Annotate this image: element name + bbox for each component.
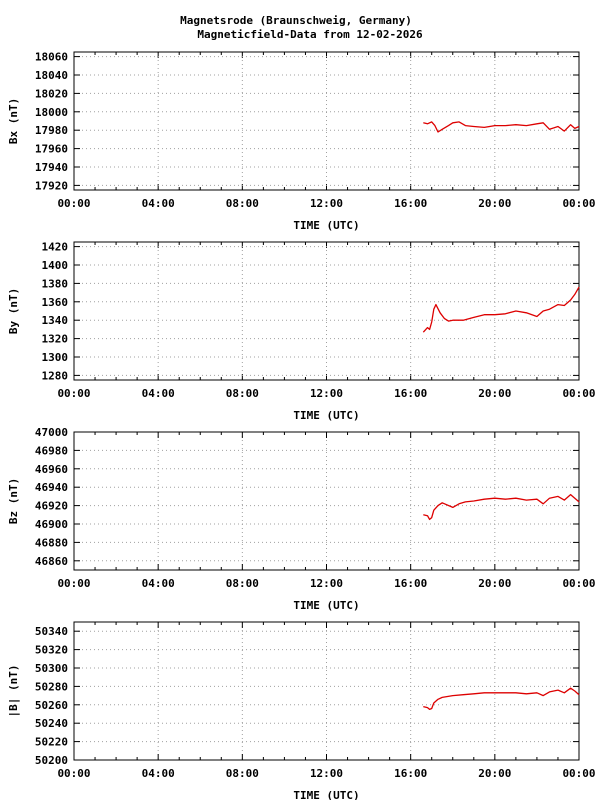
x-tick-label: 16:00 [394,577,427,590]
y-tick-label: 1380 [42,277,69,290]
x-tick-label: 00:00 [562,767,595,780]
panel-4: 00:00 04:00 08:00 12:00 16:00 20:00 00:0050200… [7,621,596,800]
y-tick-label: 50320 [35,644,68,657]
x-axis-label: TIME (UTC) [293,219,359,232]
x-tick-label: 08:00 [226,387,259,400]
y-tick-label: 50340 [35,625,68,638]
x-tick-label: 20:00 [478,197,511,210]
chart-title-line-1: Magnetsrode (Braunschweig, Germany) [180,14,412,27]
x-tick-label: 04:00 [142,387,175,400]
x-tick-label: 08:00 [226,197,259,210]
plot-frame [73,241,580,381]
panel-2: 00:00 04:00 08:00 12:00 16:00 20:00 00:00 1280 1… [7,241,596,422]
plot-frame [73,51,580,191]
y-axis-label: Bx (nT) [7,98,20,144]
series-line [423,121,580,133]
y-tick-label: 46980 [35,444,68,457]
x-tick-label: 00:00 [562,197,595,210]
x-axis-label: TIME (UTC) [293,409,359,422]
x-axis-label: TIME (UTC) [293,599,359,612]
y-tick-label: 46960 [35,463,68,476]
y-tick-label: 50300 [35,662,68,675]
x-tick-label: 04:00 [142,197,175,210]
x-tick-label: 12:00 [310,577,343,590]
y-tick-label: 1340 [42,314,69,327]
x-tick-label: 12:00 [310,387,343,400]
x-tick-label: 00:00 [562,387,595,400]
panel-1: 00:00 04:00 08:00 12:00 16:00 20:00 00:00 17920… [7,51,596,232]
series-line [423,687,580,711]
y-tick-label: 1280 [42,369,69,382]
y-tick-label: 46920 [35,500,68,513]
y-tick-label: 17920 [35,179,68,192]
x-tick-label: 00:00 [57,197,90,210]
x-tick-label: 04:00 [142,577,175,590]
y-tick-label: 46880 [35,536,68,549]
x-tick-label: 00:00 [562,577,595,590]
panel-3: 00:00 04:00 08:00 12:00 16:00 20:00 00:00 46860… [7,426,596,612]
x-tick-label: 16:00 [394,197,427,210]
x-tick-label: 20:00 [478,387,511,400]
y-tick-label: 50240 [35,717,68,730]
y-tick-label: 18000 [35,106,68,119]
y-tick-label: 18020 [35,87,68,100]
plot-frame [73,621,580,761]
x-axis-label: TIME (UTC) [293,789,359,800]
x-tick-label: 12:00 [310,197,343,210]
chart-panels: 00:00 04:00 08:00 12:00 16:00 20:00 00:00 17920… [7,51,596,800]
x-tick-label: 16:00 [394,387,427,400]
y-tick-label: 50280 [35,680,68,693]
x-tick-label: 16:00 [394,767,427,780]
x-tick-label: 08:00 [226,767,259,780]
y-tick-label: 17940 [35,161,68,174]
x-tick-label: 08:00 [226,577,259,590]
y-axis-label: By (nT) [7,288,20,334]
x-tick-label: 12:00 [310,767,343,780]
chart-title-line-2: Magneticfield-Data from 12-02-2026 [197,28,423,41]
y-tick-label: 1360 [42,296,69,309]
y-tick-label: 1400 [42,259,69,272]
x-tick-label: 00:00 [57,387,90,400]
series-line [423,493,580,521]
y-tick-label: 1320 [42,333,69,346]
y-tick-label: 46860 [35,555,68,568]
x-tick-label: 00:00 [57,767,90,780]
y-tick-label: 46940 [35,481,68,494]
x-tick-label: 20:00 [478,767,511,780]
y-tick-label: 50200 [35,754,68,767]
y-axis-label: |B| (nT) [7,665,20,718]
series-line [422,286,580,333]
y-tick-label: 1420 [42,241,69,254]
y-axis-label: Bz (nT) [7,478,20,524]
plot-frame [73,431,580,571]
x-tick-label: 00:00 [57,577,90,590]
y-tick-label: 46900 [35,518,68,531]
y-tick-label: 50260 [35,699,68,712]
y-tick-label: 50220 [35,736,68,749]
x-tick-label: 04:00 [142,767,175,780]
y-tick-label: 17980 [35,124,68,137]
y-tick-label: 18040 [35,69,68,82]
x-tick-label: 20:00 [478,577,511,590]
y-tick-label: 47000 [35,426,68,439]
y-tick-label: 17960 [35,143,68,156]
y-tick-label: 1300 [42,351,69,364]
y-tick-label: 18060 [35,51,68,64]
